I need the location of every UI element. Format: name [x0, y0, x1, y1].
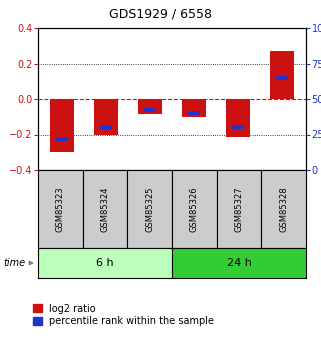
Bar [182, 99, 206, 117]
Text: GSM85327: GSM85327 [235, 186, 244, 232]
Bar [270, 51, 294, 99]
Bar [100, 126, 112, 129]
Text: 24 h: 24 h [227, 258, 251, 268]
Text: 6 h: 6 h [96, 258, 114, 268]
Bar [56, 137, 68, 141]
Text: time: time [3, 258, 25, 268]
Bar [138, 99, 162, 114]
Bar [144, 108, 156, 112]
Text: GSM85326: GSM85326 [190, 186, 199, 232]
Bar [188, 111, 200, 115]
Legend: log2 ratio, percentile rank within the sample: log2 ratio, percentile rank within the s… [33, 304, 214, 326]
Text: GDS1929 / 6558: GDS1929 / 6558 [109, 8, 212, 20]
Text: GSM85325: GSM85325 [145, 186, 154, 232]
Bar [94, 99, 118, 135]
Bar [232, 126, 244, 129]
Bar [50, 99, 74, 152]
Text: GSM85323: GSM85323 [56, 186, 65, 232]
Text: GSM85324: GSM85324 [100, 186, 109, 232]
Bar [276, 76, 288, 80]
Text: GSM85328: GSM85328 [279, 186, 288, 232]
Bar [226, 99, 250, 137]
